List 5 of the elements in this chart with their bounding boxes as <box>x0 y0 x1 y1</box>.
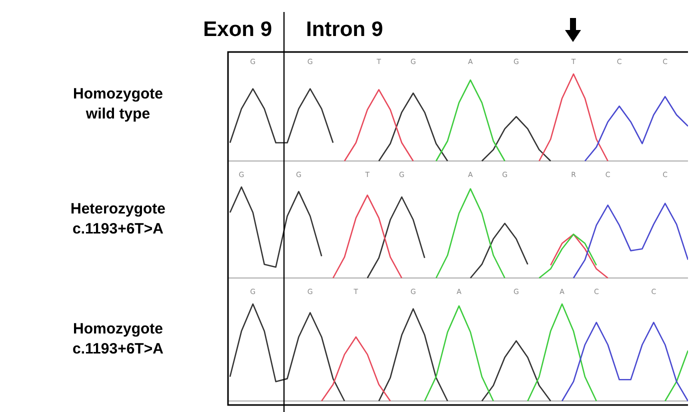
text: Exon 9 <box>203 18 272 41</box>
text: Intron 9 <box>306 18 383 41</box>
text: Homozygote c.1193+6T>A <box>72 320 164 358</box>
text: Heterozygote c.1193+6T>A <box>70 200 166 238</box>
text: Homozygote wild type <box>73 86 163 122</box>
